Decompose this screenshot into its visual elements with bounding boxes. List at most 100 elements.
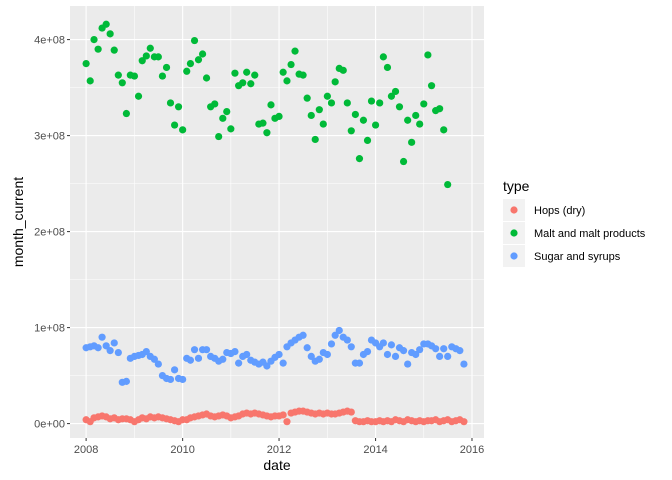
point-malt-and-malt-products <box>315 106 323 114</box>
y-axis-title: month_current <box>10 177 26 267</box>
point-sugar-and-syrups <box>436 352 444 360</box>
point-malt-and-malt-products <box>436 105 444 113</box>
minor-gridlines <box>70 6 484 438</box>
point-sugar-and-syrups <box>412 350 420 359</box>
point-sugar-and-syrups <box>154 360 162 368</box>
point-sugar-and-syrups <box>122 377 130 385</box>
point-sugar-and-syrups <box>102 342 110 350</box>
point-malt-and-malt-products <box>424 51 432 59</box>
point-malt-and-malt-products <box>427 82 436 90</box>
point-malt-and-malt-products <box>307 111 315 120</box>
legend-point <box>510 229 518 237</box>
point-malt-and-malt-products <box>138 57 146 65</box>
point-malt-and-malt-products <box>283 77 291 85</box>
y-tick-label: 2e+08 <box>34 227 65 239</box>
point-sugar-and-syrups <box>219 355 227 363</box>
point-sugar-and-syrups <box>194 354 203 362</box>
point-malt-and-malt-products <box>412 111 420 120</box>
data-points <box>82 20 468 426</box>
point-hops-dry <box>279 411 287 419</box>
point-malt-and-malt-products <box>383 63 392 72</box>
point-sugar-and-syrups <box>432 345 440 353</box>
point-malt-and-malt-products <box>371 121 380 129</box>
point-malt-and-malt-products <box>347 127 355 135</box>
point-sugar-and-syrups <box>98 333 106 341</box>
point-sugar-and-syrups <box>243 350 251 359</box>
point-hops-dry <box>283 418 291 426</box>
point-malt-and-malt-products <box>90 36 98 44</box>
point-sugar-and-syrups <box>231 348 239 356</box>
point-sugar-and-syrups <box>327 340 336 348</box>
legend-label: Malt and malt products <box>534 228 646 240</box>
y-tick-label: 0e+00 <box>34 419 65 431</box>
point-sugar-and-syrups <box>440 345 448 353</box>
point-sugar-and-syrups <box>307 352 315 360</box>
x-axis-ticks: 2008 2010 2012 2014 2016 <box>74 438 484 456</box>
point-sugar-and-syrups <box>383 350 392 359</box>
point-sugar-and-syrups <box>110 339 118 347</box>
point-malt-and-malt-products <box>190 36 199 45</box>
x-tick-label: 2016 <box>460 444 484 456</box>
point-malt-and-malt-products <box>239 79 247 87</box>
point-sugar-and-syrups <box>279 359 287 367</box>
point-sugar-and-syrups <box>94 344 102 352</box>
point-malt-and-malt-products <box>170 121 179 129</box>
point-sugar-and-syrups <box>335 326 343 335</box>
point-sugar-and-syrups <box>343 336 351 344</box>
point-malt-and-malt-products <box>291 47 299 55</box>
y-tick-label: 3e+08 <box>34 131 65 143</box>
point-sugar-and-syrups <box>170 366 179 374</box>
point-sugar-and-syrups <box>444 352 452 360</box>
point-malt-and-malt-products <box>323 92 331 100</box>
point-sugar-and-syrups <box>460 360 468 368</box>
point-malt-and-malt-products <box>303 94 311 102</box>
point-malt-and-malt-products <box>202 74 211 82</box>
x-axis-title: date <box>263 457 290 473</box>
x-tick-label: 2014 <box>363 444 387 456</box>
point-sugar-and-syrups <box>456 347 464 355</box>
point-sugar-and-syrups <box>190 346 199 354</box>
point-malt-and-malt-products <box>351 110 359 119</box>
point-malt-and-malt-products <box>215 132 223 141</box>
point-hops-dry <box>460 418 468 426</box>
point-malt-and-malt-products <box>162 63 171 72</box>
point-malt-and-malt-products <box>420 100 428 108</box>
point-malt-and-malt-products <box>355 155 364 163</box>
point-malt-and-malt-products <box>404 116 412 124</box>
point-sugar-and-syrups <box>404 360 412 368</box>
point-sugar-and-syrups <box>114 348 122 357</box>
point-sugar-and-syrups <box>179 375 187 384</box>
point-sugar-and-syrups <box>186 356 195 364</box>
point-malt-and-malt-products <box>263 129 271 137</box>
point-malt-and-malt-products <box>416 120 424 128</box>
point-malt-and-malt-products <box>379 53 387 61</box>
x-tick-label: 2010 <box>170 444 194 456</box>
point-malt-and-malt-products <box>363 136 372 144</box>
point-malt-and-malt-products <box>223 108 231 116</box>
point-malt-and-malt-products <box>154 53 162 61</box>
point-sugar-and-syrups <box>106 347 114 355</box>
point-sugar-and-syrups <box>142 348 150 356</box>
point-sugar-and-syrups <box>387 341 396 349</box>
point-malt-and-malt-products <box>331 78 339 86</box>
point-malt-and-malt-products <box>94 45 102 53</box>
legend-point <box>510 252 518 260</box>
point-malt-and-malt-products <box>118 79 126 87</box>
point-malt-and-malt-products <box>243 68 251 76</box>
point-malt-and-malt-products <box>179 126 187 134</box>
point-malt-and-malt-products <box>408 138 416 146</box>
point-malt-and-malt-products <box>227 125 235 133</box>
point-sugar-and-syrups <box>331 331 339 339</box>
point-sugar-and-syrups <box>202 346 211 354</box>
y-axis-ticks: 0e+00 1e+08 2e+08 3e+08 4e+08 <box>34 35 70 431</box>
point-malt-and-malt-products <box>106 30 114 38</box>
point-malt-and-malt-products <box>247 80 255 88</box>
point-malt-and-malt-products <box>142 52 150 60</box>
point-malt-and-malt-products <box>219 114 227 122</box>
point-sugar-and-syrups <box>416 346 424 354</box>
point-malt-and-malt-products <box>395 103 404 111</box>
point-malt-and-malt-products <box>82 60 90 68</box>
x-tick-label: 2012 <box>267 444 291 456</box>
point-malt-and-malt-products <box>198 50 207 58</box>
